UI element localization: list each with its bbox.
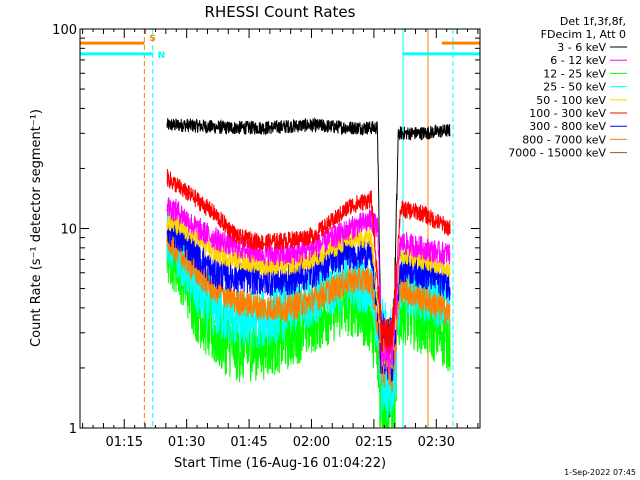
attenuator-label: N [158,51,166,61]
x-tick-label: 01:45 [230,435,267,450]
y-tick-label: 1 [69,422,77,437]
legend-header: Det 1f,3f,8f, [560,15,626,28]
legend-entry: 12 - 25 keV [543,67,606,80]
x-axis-label: Start Time (16-Aug-16 01:04:22) [174,456,386,471]
vertical-marker-lines [80,29,454,428]
series-line [166,197,451,375]
x-tick-label: 02:30 [418,435,455,450]
legend-entry: 800 - 7000 keV [522,133,606,146]
series-line [166,117,451,418]
y-axis-label: Count Rate (s⁻¹ detector segment⁻¹) [29,109,44,347]
legend-header: FDecim 1, Att 0 [541,28,626,41]
series-line [166,214,451,372]
series-line [166,168,451,355]
legend-entry: 300 - 800 keV [529,120,606,133]
legend-entry: 3 - 6 keV [557,41,606,54]
y-tick-label: 100 [52,23,77,38]
y-axis: 1 10 100 [52,23,480,437]
footer-timestamp: 1-Sep-2022 07:45 [564,468,636,477]
x-tick-label: 02:15 [355,435,392,450]
attenuator-label: S [149,34,155,44]
y-tick-label: 10 [60,223,77,238]
x-tick-label: 01:30 [168,435,205,450]
series-lines [166,117,451,428]
attenuator-marks: SN [80,34,480,61]
x-tick-label: 01:15 [106,435,143,450]
legend-entry: 25 - 50 keV [543,81,606,94]
legend-entry: 50 - 100 keV [536,94,606,107]
chart-title: RHESSI Count Rates [205,3,356,21]
x-tick-label: 02:00 [293,435,330,450]
legend-entry: 6 - 12 keV [550,54,606,67]
legend-entry: 100 - 300 keV [529,107,606,120]
legend-entry: 7000 - 15000 keV [508,147,606,160]
x-axis: 01:15 01:30 01:45 02:00 02:15 02:30 [82,29,479,450]
series-line [166,224,451,394]
